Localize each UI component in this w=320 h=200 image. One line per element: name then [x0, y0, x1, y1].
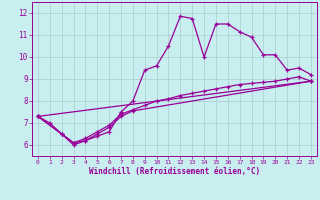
X-axis label: Windchill (Refroidissement éolien,°C): Windchill (Refroidissement éolien,°C) [89, 167, 260, 176]
